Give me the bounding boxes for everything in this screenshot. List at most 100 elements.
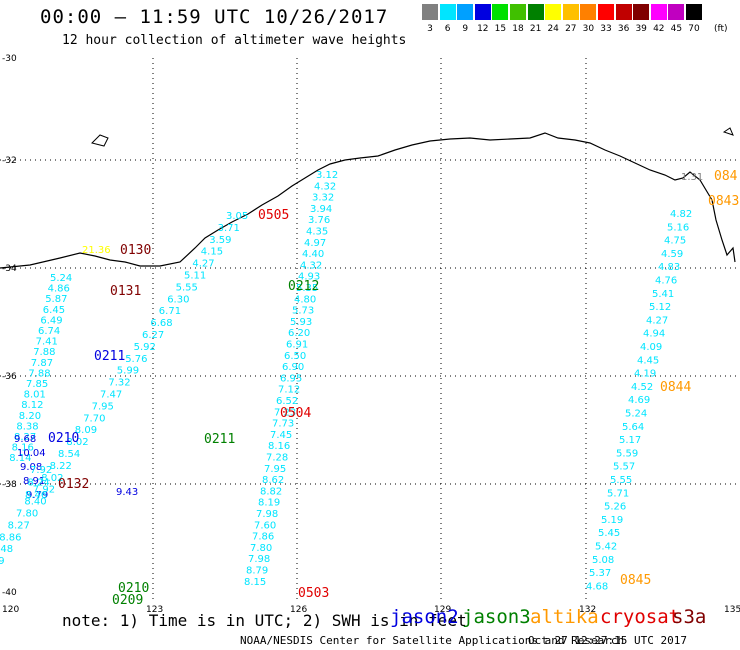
legend-label: 45 <box>670 24 683 34</box>
wave-height-value: 7.88 <box>28 368 50 379</box>
wave-height-value: 5.19 <box>601 515 623 526</box>
legend-swatch <box>615 4 632 20</box>
wave-height-value: 3.32 <box>312 193 334 204</box>
wave-height-value: 8.82 <box>260 486 282 497</box>
wave-height-value: 8.54 <box>58 449 80 460</box>
legend-label: 12 <box>477 24 489 34</box>
wave-height-value: 9.08 <box>20 462 42 473</box>
wave-height-value: 8.14 <box>9 453 31 464</box>
wave-height-value: 7.28 <box>266 453 288 464</box>
pass-time-label: 0845 <box>620 573 651 588</box>
wave-height-value: 5.17 <box>619 435 641 446</box>
wave-height-value: 7.88 <box>33 347 55 358</box>
legend-swatch <box>650 4 667 20</box>
wave-height-value: 7.85 <box>26 379 48 390</box>
wave-height-value: 6.52 <box>276 396 298 407</box>
satellite-name-jason2: jason2 <box>390 606 459 628</box>
wave-height-value: 8.38 <box>16 421 38 432</box>
wave-height-value: 4.59 <box>661 249 683 260</box>
wave-height-value: 6.68 <box>150 318 172 329</box>
wave-height-value: 4.35 <box>306 227 328 238</box>
wave-height-value: 5.41 <box>652 289 674 300</box>
pass-time-label: 0504 <box>280 406 311 421</box>
legend-swatch <box>633 4 650 20</box>
wave-height-value: 4.27 <box>646 315 668 326</box>
lat-tick-label: -40 <box>2 588 17 598</box>
satellite-name-altika: altika <box>530 606 599 628</box>
legend-label: 70 <box>688 24 700 34</box>
wave-height-value: 4.40 <box>302 249 324 260</box>
legend-swatch <box>668 4 685 20</box>
wave-height-value: 7.49 <box>0 556 5 567</box>
wave-height-value: 8.19 <box>258 498 280 509</box>
wave-height-value: 4.32 <box>300 260 322 271</box>
wave-height-value: 6.91 <box>286 340 308 351</box>
wave-height-value: 8.15 <box>244 577 266 588</box>
wave-height-value: 5.93 <box>290 317 312 328</box>
wave-height-value: 7.95 <box>92 401 114 412</box>
wave-height-value: 6.95 <box>280 373 302 384</box>
pass-time-label: 0212 <box>288 279 319 294</box>
pass-time-label: 0211 <box>94 349 125 364</box>
pass-time-label: 0211 <box>204 432 235 447</box>
credit-line: NOAA/NESDIS Center for Satellite Applica… <box>240 634 625 647</box>
island <box>722 127 734 136</box>
wave-height-value: 8.27 <box>14 432 36 443</box>
wave-height-value: 5.87 <box>45 294 67 305</box>
wave-height-value: 5.26 <box>604 502 626 513</box>
wave-height-value: 5.35 <box>296 283 318 294</box>
wave-height-value: 4.27 <box>192 259 214 270</box>
legend-label: 42 <box>653 24 665 34</box>
lon-tick-label: 132 <box>579 605 596 615</box>
lon-tick-label: 126 <box>290 605 307 615</box>
wave-height-value: 7.86 <box>252 532 274 543</box>
wave-height-value: 4.93 <box>298 272 320 283</box>
legend-swatch <box>598 4 614 20</box>
wave-height-value: 6.45 <box>43 305 65 316</box>
wave-height-value: 5.55 <box>610 475 632 486</box>
legend-label: 27 <box>565 24 577 34</box>
wave-height-value: 4.09 <box>640 342 662 353</box>
legend-swatch <box>492 4 509 20</box>
pass-time-label: 0209 <box>112 593 143 608</box>
wave-height-value: 5.24 <box>50 273 72 284</box>
timestamp: Oct 27 12:27:15 UTC 2017 <box>528 634 687 647</box>
legend-label: 9 <box>462 24 469 34</box>
wave-height-value: 5.99 <box>117 366 139 377</box>
wave-height-value: 10.04 <box>17 448 46 459</box>
wave-height-value: 6.49 <box>40 315 62 326</box>
wave-height-value: 6.30 <box>167 294 189 305</box>
wave-height-value: 8.62 <box>262 475 284 486</box>
pass-time-label: 0210 <box>48 431 79 446</box>
wave-height-value: 4.94 <box>643 329 665 340</box>
wave-height-value: 5.59 <box>616 448 638 459</box>
wave-height-value: 8.12 <box>21 400 43 411</box>
wave-height-value: 8.22 <box>50 461 72 472</box>
pass-time-label: 0132 <box>58 477 89 492</box>
wave-height-value: 5.64 <box>622 422 644 433</box>
wave-height-value: 5.08 <box>592 555 614 566</box>
pass-time-label: 0131 <box>110 284 141 299</box>
wave-height-value: 5.42 <box>595 542 617 553</box>
wave-height-value: 4.45 <box>637 355 659 366</box>
wave-height-value: 5.92 <box>134 342 156 353</box>
wave-height-value: 8.46 <box>25 490 47 501</box>
wave-height-value: 4.69 <box>628 395 650 406</box>
wave-height-value: 7.23 <box>274 407 296 418</box>
wave-height-value: 5.57 <box>613 462 635 473</box>
legend-swatch <box>439 4 456 20</box>
legend-label: 15 <box>494 24 507 34</box>
wave-height-value: 7.45 <box>270 430 292 441</box>
wave-height-value: 8.24 <box>28 478 50 489</box>
lon-tick-label: 120 <box>2 605 19 615</box>
lat-tick-label: -34 <box>2 264 17 274</box>
wave-height-value: 21.36 <box>82 245 111 256</box>
pass-time-label: 0843 <box>708 194 739 209</box>
wave-height-value: 6.27 <box>142 330 164 341</box>
legend-swatch <box>562 4 579 20</box>
wave-height-value: 7.80 <box>16 509 38 520</box>
legend-swatch <box>527 4 544 20</box>
lon-tick-label: 123 <box>146 605 163 615</box>
lon-tick-label: 129 <box>434 605 451 615</box>
map-subtitle: 12 hour collection of altimeter wave hei… <box>62 33 407 48</box>
